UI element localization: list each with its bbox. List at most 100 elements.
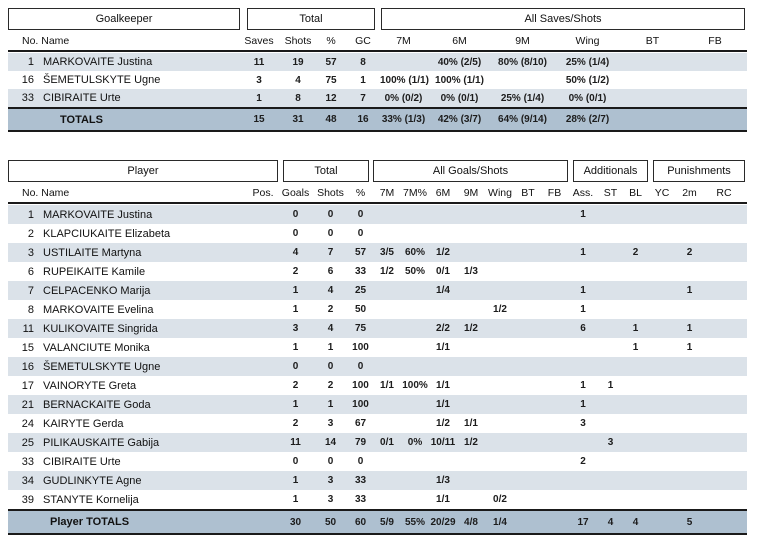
goalkeeper-stat-col: 57: [325, 56, 337, 68]
player-stat-col: 25: [354, 285, 367, 296]
goalkeeper-player-number: 1: [27, 56, 34, 68]
player-stat-7m: 0%: [407, 437, 423, 448]
player-player-number: 3: [27, 246, 34, 259]
player-player-number: 33: [21, 455, 34, 468]
player-player-name-cell: 17 VAINORYTE Greta: [8, 380, 248, 392]
player-stat-st: 1: [607, 380, 614, 391]
player-stat-9m: 1/2: [464, 323, 478, 334]
player-player-number: 34: [21, 474, 34, 487]
player-totals-6m: 20/29: [430, 516, 456, 528]
player-stat-7m: 0/1: [380, 437, 394, 448]
player-col-header-st: ST: [603, 187, 618, 199]
player-stat-shots: 2: [327, 380, 334, 391]
goalkeeper-stat-shots: 4: [295, 74, 301, 86]
goalkeeper-stat-gc: 7: [360, 92, 366, 104]
player-col-header-col: %: [355, 187, 366, 199]
player-table-row: 21 BERNACKAITE Goda 1 1 100 1/1 1: [8, 395, 747, 414]
player-table-row: 24 KAIRYTE Gerda 2 3 67 1/2 1/1 3: [8, 414, 747, 433]
goalkeeper-stat-9m: 80% (8/10): [498, 56, 547, 68]
player-stat-7m: 60%: [404, 247, 425, 258]
player-totals-goals: 30: [289, 516, 302, 528]
player-stat-2m: 1: [686, 285, 693, 296]
goalkeeper-column-header-row: No. Name Saves Shots% GC 7M 6M 9M Wing BT FB: [8, 32, 747, 52]
player-col-header-6m: 6M: [435, 187, 451, 199]
player-stat-7m: 100%: [402, 380, 428, 391]
player-stat-shots: 0: [327, 228, 334, 239]
player-stat-goals: 1: [292, 399, 299, 410]
player-stat-goals: 1: [292, 304, 299, 315]
goalkeeper-col-header-6m: 6M: [452, 35, 467, 47]
player-stat-ass: 1: [580, 304, 586, 315]
player-stat-6m: 1/1: [436, 342, 450, 353]
player-stat-shots: 14: [324, 437, 337, 448]
player-stat-goals: 0: [292, 228, 299, 239]
goalkeeper-stat-wing: 50% (1/2): [565, 74, 610, 86]
player-col-header-7m: 7M: [379, 187, 395, 199]
player-stat-col: 0: [357, 209, 364, 220]
player-totals-st: 4: [607, 516, 614, 528]
player-stat-goals: 0: [292, 361, 299, 372]
player-stat-goals: 1: [292, 342, 299, 353]
player-table-row: 16 ŠEMETULSKYTE Ugne 0 0 0: [8, 357, 747, 376]
player-col-header-7m: 7M%: [403, 187, 427, 199]
goalkeeper-totals-col: 48: [325, 114, 337, 125]
player-group-all-goals-shots: All Goals/Shots: [373, 160, 568, 182]
player-col-header-9m: 9M: [463, 187, 479, 199]
player-player-name-cell: 15 VALANCIUTE Monika: [8, 342, 248, 354]
player-stat-ass: 1: [580, 399, 586, 410]
player-player-name-cell: 24 KAIRYTE Gerda: [8, 418, 248, 430]
goalkeeper-stat-9m: 25% (1/4): [500, 92, 545, 104]
player-stat-6m: 1/1: [436, 380, 450, 391]
player-stat-ass: 1: [580, 209, 586, 220]
player-stat-col: 33: [354, 475, 367, 486]
player-col-header-goals: Goals: [281, 187, 310, 199]
player-stat-col: 33: [354, 266, 367, 277]
player-stat-ass: 1: [580, 285, 586, 296]
player-stat-goals: 1: [292, 494, 299, 505]
player-player-name-cell: 34 GUDLINKYTE Agne: [8, 475, 248, 487]
goalkeeper-group-header-row: Goalkeeper Total All Saves/Shots: [8, 8, 747, 30]
player-player-name: MARKOVAITE Evelina: [43, 303, 154, 316]
player-player-name: KAIRYTE Gerda: [43, 417, 124, 430]
player-stat-7m: 1/1: [380, 380, 394, 391]
player-stat-shots: 6: [327, 266, 334, 277]
goalkeeper-totals-label: TOTALS: [60, 113, 103, 126]
player-table-row: 11 KULIKOVAITE Singrida 3 4 75 2/2 1/2 6 1 1: [8, 319, 747, 338]
goalkeeper-totals-shots: 31: [292, 114, 304, 125]
player-player-name-cell: 21 BERNACKAITE Goda: [8, 399, 248, 411]
player-totals-ass: 17: [577, 516, 589, 528]
player-stat-9m: 1/3: [464, 266, 478, 277]
player-stat-6m: 10/11: [430, 437, 456, 448]
player-player-number: 15: [21, 341, 34, 354]
player-player-name-cell: 2 KLAPCIUKAITE Elizabeta: [8, 228, 248, 240]
player-player-name-cell: 1 MARKOVAITE Justina: [8, 209, 248, 221]
goalkeeper-totals-6m: 42% (3/7): [437, 114, 482, 125]
player-stat-col: 75: [354, 323, 367, 334]
player-player-number: 16: [21, 360, 34, 373]
player-stat-ass: 2: [580, 456, 586, 467]
goalkeeper-group-total: Total: [247, 8, 375, 30]
player-stat-shots: 1: [327, 399, 334, 410]
goalkeeper-player-number: 16: [21, 74, 34, 86]
player-stat-col: 67: [354, 418, 367, 429]
player-stat-col: 33: [354, 494, 367, 505]
player-player-name-cell: 33 CIBIRAITE Urte: [8, 456, 248, 468]
player-stat-col: 100: [352, 399, 369, 410]
goalkeeper-player-name: CIBIRAITE Urte: [43, 92, 121, 104]
player-player-name-cell: 39 STANYTE Kornelija: [8, 494, 248, 506]
player-player-name: CELPACENKO Marija: [43, 284, 151, 297]
player-col-header-pos: Pos.: [252, 187, 274, 199]
player-col-header-2m: 2m: [682, 187, 697, 199]
player-stat-goals: 2: [292, 418, 299, 429]
player-stat-bl: 1: [632, 342, 639, 353]
player-stat-6m: 1/2: [436, 247, 450, 258]
player-stat-ass: 1: [580, 380, 586, 391]
goalkeeper-rows: 1 MARKOVAITE Justina 11 19 57 8 40% (2/5) 80% (…: [8, 53, 747, 107]
player-group-total: Total: [283, 160, 369, 182]
player-stat-6m: 1/3: [436, 475, 450, 486]
player-stat-ass: 3: [580, 418, 586, 429]
player-player-name: MARKOVAITE Justina: [43, 208, 153, 221]
player-stat-shots: 4: [327, 323, 334, 334]
player-totals-label: Player TOTALS: [50, 516, 130, 528]
player-stat-6m: 0/1: [436, 266, 450, 277]
